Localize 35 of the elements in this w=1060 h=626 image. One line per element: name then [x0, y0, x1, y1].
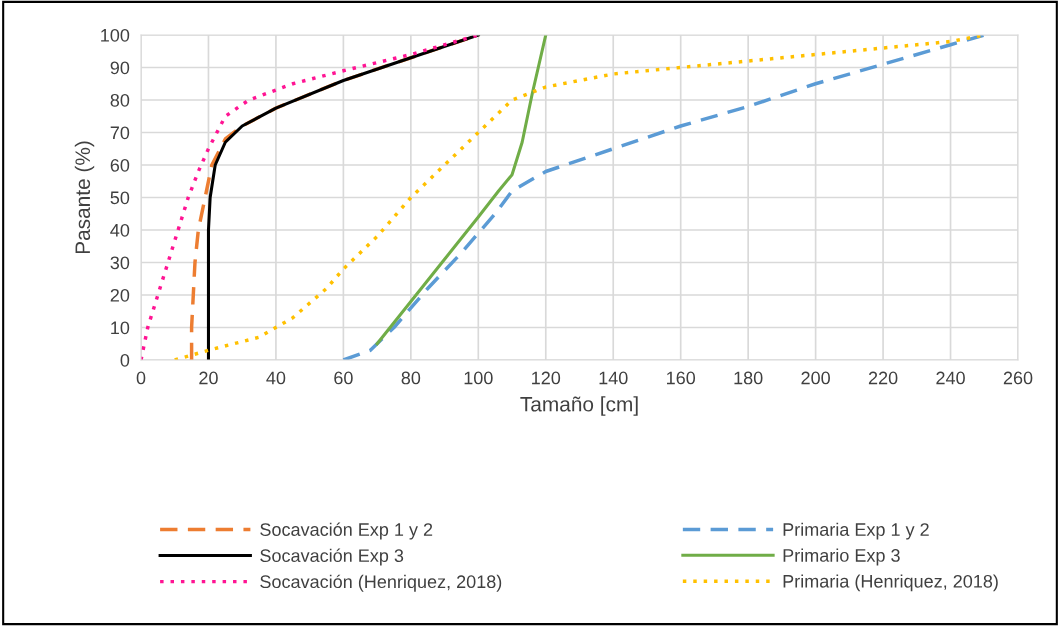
x-tick-label: 260	[1003, 371, 1033, 385]
x-tick-label: 200	[801, 371, 830, 385]
y-tick-label: 60	[110, 158, 130, 172]
y-tick-label: 30	[110, 256, 130, 270]
legend-label: Socavación (Henriquez, 2018)	[260, 574, 502, 592]
y-tick-label: 100	[101, 28, 130, 42]
x-axis-title: Tamaño [cm]	[520, 396, 638, 416]
legend-label: Socavación Exp 3	[260, 548, 404, 566]
x-tick-label: 120	[532, 371, 561, 385]
y-tick-label: 0	[120, 353, 130, 367]
x-tick-label: 60	[334, 371, 353, 385]
y-tick-label: 90	[110, 61, 130, 75]
y-tick-label: 40	[110, 223, 130, 237]
y-tick-label: 70	[110, 126, 130, 140]
x-tick-label: 40	[266, 371, 286, 385]
x-tick-label: 100	[464, 371, 493, 385]
x-tick-label: 20	[199, 371, 218, 385]
legend-label: Primario Exp 3	[783, 548, 900, 566]
x-tick-label: 80	[401, 371, 421, 385]
y-axis-title: Pasante (%)	[74, 141, 95, 254]
y-tick-label: 20	[110, 288, 130, 302]
y-tick-label: 10	[111, 321, 130, 335]
x-tick-label: 220	[868, 371, 898, 385]
y-tick-label: 50	[110, 191, 130, 205]
x-tick-label: 180	[734, 371, 763, 385]
x-tick-label: 160	[667, 371, 696, 385]
legend-label: Socavación Exp 1 y 2	[260, 522, 433, 540]
legend-label: Primaria Exp 1 y 2	[783, 522, 929, 540]
x-tick-label: 140	[599, 371, 628, 385]
x-tick-label: 0	[136, 371, 146, 385]
y-tick-label: 80	[110, 93, 130, 107]
line-series	[341, 35, 987, 360]
x-tick-label: 240	[936, 371, 965, 385]
legend-label: Primaria (Henriquez, 2018)	[783, 574, 998, 592]
line-series	[375, 35, 548, 346]
